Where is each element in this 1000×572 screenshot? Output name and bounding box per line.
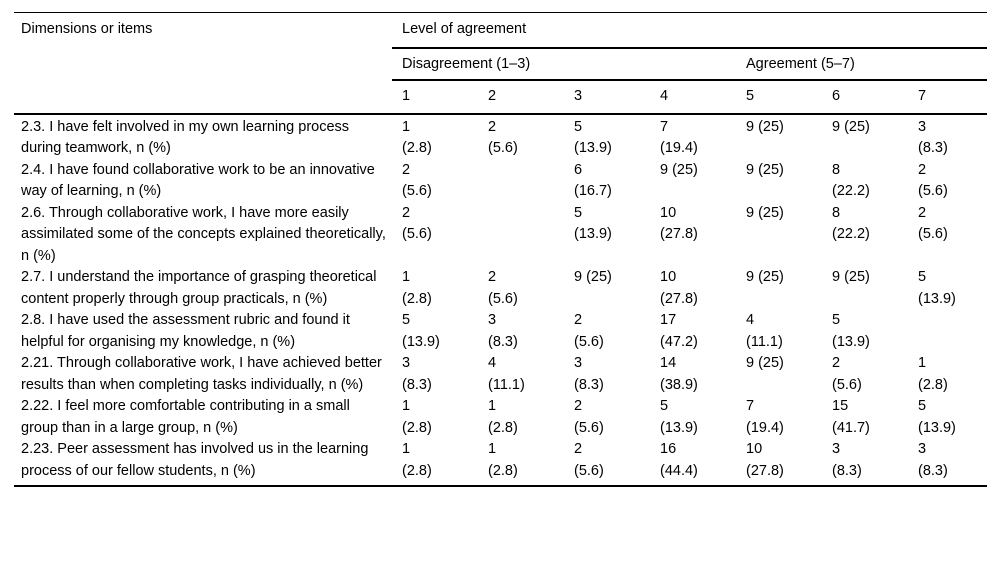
value-cell-2: 2 (5.6) [488, 118, 518, 157]
value-cell-1: 1 (2.8) [402, 398, 432, 436]
value-cell-5: 9 (25) [746, 118, 784, 135]
value-cell-5: 9 (25) [746, 161, 784, 178]
value-cell-4: 9 (25) [660, 161, 698, 178]
value-cell-6: 8 (22.2) [832, 204, 870, 243]
value-cell-6: 8 (22.2) [832, 161, 870, 200]
value-cell-6: 9 (25) [832, 269, 870, 285]
scale-header-5: 5 [746, 88, 755, 104]
scale-header-3: 3 [574, 88, 583, 104]
value-cell-3: 2 (5.6) [574, 398, 604, 436]
value-cell-2: 4 (11.1) [488, 355, 525, 393]
scale-header-2: 2 [488, 88, 497, 104]
value-cell-4: 16 (44.4) [660, 441, 698, 479]
scale-header-6: 6 [832, 88, 841, 104]
value-cell-3: 6 (16.7) [574, 161, 612, 200]
value-cell-1: 3 (8.3) [402, 355, 432, 393]
column-header-dimensions: Dimensions or items [21, 21, 153, 37]
item-label: 2.3. I have felt involved in my own lear… [21, 118, 350, 157]
value-cell-1: 1 (2.8) [402, 118, 432, 157]
table-row: 2.22. I feel more comfortable contributi… [14, 396, 987, 439]
value-cell-2: 3 (8.3) [488, 312, 518, 350]
value-cell-4: 5 (13.9) [660, 398, 698, 436]
item-label: 2.7. I understand the importance of gras… [21, 269, 377, 307]
scale-header-4: 4 [660, 88, 669, 104]
value-cell-1: 2 (5.6) [402, 204, 432, 243]
value-cell-4: 10 (27.8) [660, 269, 698, 307]
table-row: 2.23. Peer assessment has involved us in… [14, 439, 987, 482]
value-cell-5: 9 (25) [746, 204, 784, 221]
value-cell-1: 2 (5.6) [402, 161, 432, 200]
value-cell-7: 2 (5.6) [918, 204, 948, 243]
value-cell-7: 1 (2.8) [918, 355, 948, 393]
value-cell-6: 3 (8.3) [832, 441, 862, 479]
value-cell-6: 5 (13.9) [832, 312, 870, 350]
table-row: 2.7. I understand the importance of gras… [14, 267, 987, 310]
table-body: 2.3. I have felt involved in my own lear… [14, 115, 987, 487]
value-cell-5: 9 (25) [746, 355, 784, 371]
value-cell-2: 1 (2.8) [488, 398, 518, 436]
value-cell-4: 7 (19.4) [660, 118, 698, 157]
value-cell-5: 7 (19.4) [746, 398, 784, 436]
table-row: 2.8. I have used the assessment rubric a… [14, 310, 987, 353]
scale-header-7: 7 [918, 88, 927, 104]
value-cell-3: 5 (13.9) [574, 118, 612, 157]
table-row: 2.4. I have found collaborative work to … [14, 160, 987, 203]
value-cell-6: 15 (41.7) [832, 398, 870, 436]
value-cell-4: 17 (47.2) [660, 312, 698, 350]
group-header-disagreement: Disagreement (1–3) [402, 56, 531, 72]
value-cell-6: 2 (5.6) [832, 355, 862, 393]
value-cell-7: 3 (8.3) [918, 441, 948, 479]
table-row: 2.3. I have felt involved in my own lear… [14, 117, 987, 160]
value-cell-7: 5 (13.9) [918, 398, 956, 436]
scale-header-1: 1 [402, 88, 411, 104]
value-cell-3: 3 (8.3) [574, 355, 604, 393]
value-cell-3: 2 (5.6) [574, 441, 604, 479]
value-cell-1: 5 (13.9) [402, 312, 440, 350]
item-label: 2.8. I have used the assessment rubric a… [21, 312, 350, 350]
value-cell-7: 2 (5.6) [918, 161, 948, 200]
group-header-row: Disagreement (1–3) Agreement (5–7) [392, 49, 987, 81]
scale-header-row: 1 2 3 4 5 6 7 [392, 81, 987, 113]
item-label: 2.21. Through collaborative work, I have… [21, 355, 382, 393]
value-cell-5: 4 (11.1) [746, 312, 783, 350]
value-cell-2: 2 (5.6) [488, 269, 518, 307]
item-label: 2.4. I have found collaborative work to … [21, 161, 375, 200]
table-row: 2.6. Through collaborative work, I have … [14, 203, 987, 268]
value-cell-3: 5 (13.9) [574, 204, 612, 243]
value-cell-7: 5 (13.9) [918, 269, 956, 307]
span-header-level-of-agreement: Level of agreement [392, 13, 987, 49]
group-header-agreement: Agreement (5–7) [746, 56, 855, 72]
agreement-table: Dimensions or items Level of agreement D… [14, 12, 987, 487]
table-header: Dimensions or items Level of agreement D… [14, 12, 987, 115]
value-cell-6: 9 (25) [832, 118, 870, 135]
value-cell-3: 9 (25) [574, 269, 612, 285]
value-cell-4: 14 (38.9) [660, 355, 698, 393]
value-cell-1: 1 (2.8) [402, 441, 432, 479]
item-label: 2.23. Peer assessment has involved us in… [21, 441, 369, 479]
value-cell-5: 9 (25) [746, 269, 784, 285]
value-cell-7: 3 (8.3) [918, 118, 948, 157]
value-cell-3: 2 (5.6) [574, 312, 604, 350]
value-cell-4: 10 (27.8) [660, 204, 698, 243]
header-right-block: Level of agreement Disagreement (1–3) Ag… [392, 13, 987, 113]
value-cell-2: 1 (2.8) [488, 441, 518, 479]
value-cell-5: 10 (27.8) [746, 441, 784, 479]
table-row: 2.21. Through collaborative work, I have… [14, 353, 987, 396]
item-label: 2.6. Through collaborative work, I have … [21, 204, 386, 264]
item-label: 2.22. I feel more comfortable contributi… [21, 398, 350, 436]
value-cell-1: 1 (2.8) [402, 269, 432, 307]
